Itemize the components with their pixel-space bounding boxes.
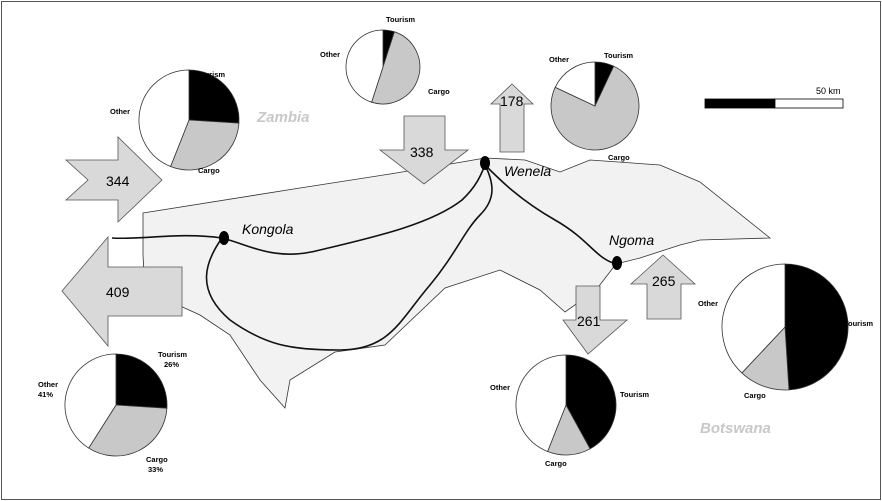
kongola-label: Kongola: [242, 221, 294, 237]
p4-slice-other: [64, 353, 117, 449]
pie1-other-label: Other: [110, 107, 130, 116]
pie4-cargo-label: Cargo: [146, 455, 168, 464]
p1-slice-other: [138, 69, 190, 168]
pie-chart-zambia-west: Tourism Other Cargo: [110, 69, 240, 175]
pie-chart-zambia-central: Tourism Other Cargo: [320, 15, 450, 105]
p2-slice-cargo: [371, 31, 421, 105]
pie2-cargo-label: Cargo: [428, 87, 450, 96]
scale-bar: 50 km: [704, 86, 844, 109]
p6-slice-tourism: [784, 263, 849, 391]
flow-arrow-178: 178: [490, 83, 534, 153]
pie-chart-southwest: Tourism 26% Other 41% Cargo 33%: [38, 350, 187, 474]
flow-arrow-344: 344: [64, 136, 163, 223]
wenela-label: Wenela: [504, 163, 551, 179]
river-north: [111, 164, 486, 255]
ngoma-label: Ngoma: [609, 232, 654, 248]
p1-slice-tourism: [188, 69, 240, 124]
pie2-tourism-label: Tourism: [386, 15, 415, 24]
pie4-cargo-pct: 33%: [148, 465, 163, 474]
ngoma-marker: [612, 256, 622, 270]
flow-arrow-338: 338: [378, 115, 470, 185]
pie1-cargo-label: Cargo: [198, 166, 220, 175]
p2-slice-other: [345, 29, 384, 103]
pie4-other-label: Other: [38, 380, 58, 389]
pie-chart-wenela: Tourism Other Cargo: [549, 51, 640, 162]
flow-arrow-261: 261: [562, 285, 629, 355]
p6-slice-other: [721, 263, 786, 374]
flow-arrow-265: 265: [629, 254, 697, 320]
flow-value-265: 265: [652, 273, 676, 289]
zambia-label: Zambia: [256, 109, 310, 126]
flow-arrow-409: 409: [61, 235, 183, 348]
pie3-cargo-label: Cargo: [608, 153, 630, 162]
flow-value-344: 344: [106, 173, 130, 189]
kongola-marker: [219, 231, 229, 245]
pie1-tourism-label: Tourism: [196, 70, 225, 79]
pie6-tourism-label: Tourism: [844, 319, 873, 328]
pie3-tourism-label: Tourism: [604, 51, 633, 60]
pie5-other-label: Other: [490, 383, 510, 392]
p4-slice-tourism: [115, 353, 168, 409]
p3-slice-other: [554, 61, 596, 107]
river-east: [484, 164, 617, 265]
p5-slice-tourism: [565, 354, 617, 450]
p3-slice-cargo: [550, 65, 640, 151]
pie6-cargo-label: Cargo: [744, 391, 766, 400]
caprivi-strip-region: [142, 157, 772, 409]
pie5-tourism-label: Tourism: [620, 390, 649, 399]
pie4-tourism-pct: 26%: [164, 360, 179, 369]
pie-chart-ngoma-south: Tourism Other Cargo: [490, 354, 649, 468]
pie5-cargo-label: Cargo: [545, 459, 567, 468]
flow-value-338: 338: [410, 144, 434, 160]
p5-slice-other: [515, 354, 567, 453]
flow-value-409: 409: [106, 284, 130, 300]
pie3-other-label: Other: [549, 55, 569, 64]
pie4-tourism-label: Tourism: [158, 350, 187, 359]
p1-slice-cargo: [170, 119, 240, 171]
flow-value-261: 261: [577, 313, 601, 329]
wenela-marker: [480, 156, 490, 170]
flow-value-178: 178: [500, 93, 524, 109]
pie2-other-label: Other: [320, 50, 340, 59]
pie4-other-pct: 41%: [38, 390, 53, 399]
botswana-label: Botswana: [700, 420, 771, 437]
pie-chart-botswana-east: Tourism Other Cargo: [698, 263, 873, 400]
scale-label: 50 km: [816, 86, 841, 96]
river-loop: [205, 164, 493, 351]
pie6-other-label: Other: [698, 299, 718, 308]
